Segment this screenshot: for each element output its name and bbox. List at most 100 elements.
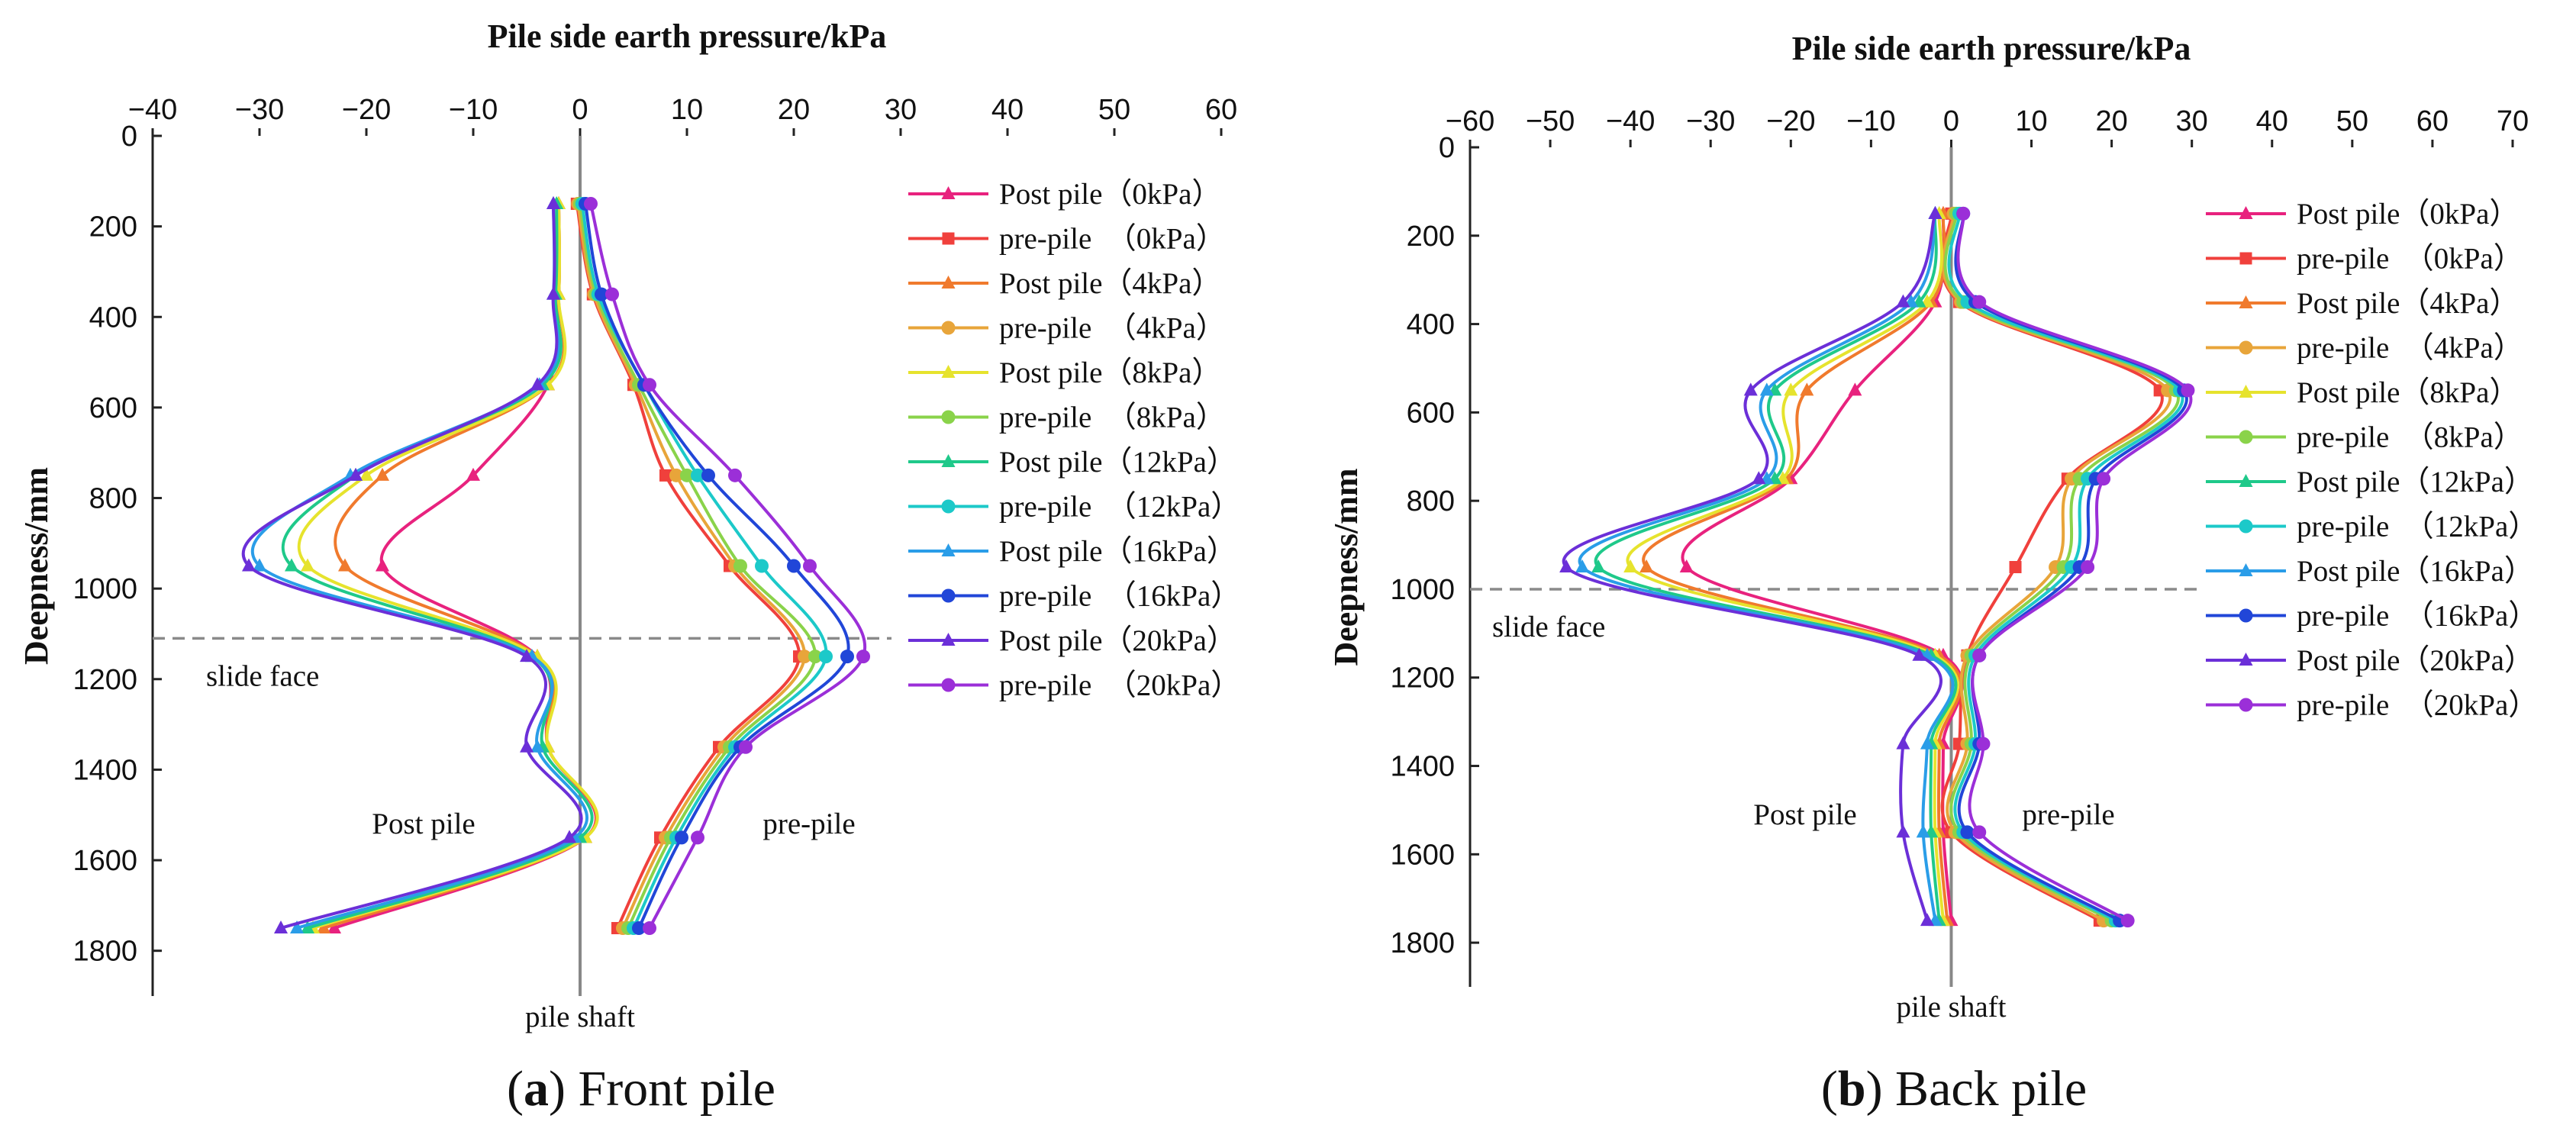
- data-point: [856, 650, 870, 664]
- legend-item: pre-pile （16kPa）: [2206, 600, 2538, 633]
- legend-item: pre-pile （16kPa）: [908, 580, 1240, 613]
- data-point: [819, 650, 833, 664]
- y-tick-label: 1400: [73, 754, 137, 786]
- data-point: [691, 468, 704, 482]
- y-tick-label: 0: [121, 121, 137, 153]
- slide-face-label: slide face: [206, 659, 319, 692]
- data-point: [728, 468, 742, 482]
- x-tick-label: 50: [1098, 94, 1130, 126]
- data-point: [787, 559, 801, 573]
- panel-caption: (a) Front pile: [507, 1061, 775, 1117]
- legend-item: Post pile（16kPa）: [908, 535, 1236, 568]
- legend-label: Post pile（12kPa）: [2297, 466, 2534, 498]
- data-point: [643, 378, 656, 392]
- legend-marker: [941, 276, 956, 289]
- data-point: [1784, 382, 1798, 396]
- legend-marker: [2239, 385, 2253, 398]
- legend-label: Post pile（12kPa）: [999, 446, 1236, 479]
- y-tick-label: 1800: [1390, 927, 1455, 959]
- data-point: [675, 830, 688, 845]
- x-tick-label: −40: [1606, 105, 1655, 137]
- y-axis-title: Deepness/mm: [1327, 468, 1365, 666]
- series: [1956, 206, 2195, 928]
- x-tick-label: 30: [2176, 105, 2208, 137]
- y-tick-label: 600: [1407, 397, 1455, 429]
- legend-marker: [2239, 206, 2253, 219]
- y-tick-label: 1600: [1390, 839, 1455, 871]
- data-point: [530, 739, 544, 753]
- series-group: [241, 195, 870, 936]
- legend-label: pre-pile （20kPa）: [2297, 689, 2538, 722]
- data-point: [798, 650, 811, 664]
- data-point: [2009, 561, 2022, 573]
- data-point: [1896, 736, 1910, 750]
- data-point: [1972, 648, 1987, 662]
- data-point: [546, 195, 560, 209]
- data-point: [701, 468, 715, 482]
- slide-face-label: slide face: [1492, 611, 1605, 643]
- data-point: [643, 921, 656, 936]
- legend-item: pre-pile （20kPa）: [2206, 689, 2538, 722]
- data-point: [1972, 295, 1987, 309]
- data-point: [1800, 382, 1814, 396]
- legend-marker: [942, 232, 955, 245]
- x-tick-label: 20: [778, 94, 810, 126]
- legend-item: pre-pile （8kPa）: [2206, 421, 2523, 454]
- x-tick-label: 60: [1205, 94, 1237, 126]
- legend-marker: [2239, 653, 2253, 666]
- x-tick-label: −50: [1526, 105, 1575, 137]
- data-point: [1623, 559, 1638, 572]
- legend-item: pre-pile （4kPa）: [908, 312, 1226, 345]
- y-tick-label: 1400: [1390, 751, 1455, 783]
- data-point: [338, 558, 352, 572]
- legend-label: Post pile（0kPa）: [999, 178, 1221, 211]
- data-point: [1591, 559, 1606, 572]
- y-tick-label: 400: [89, 301, 137, 334]
- data-point: [1743, 382, 1758, 396]
- legend-item: Post pile（20kPa）: [908, 624, 1236, 657]
- pile-shaft-label: pile shaft: [1896, 991, 2006, 1024]
- data-point: [1972, 825, 1987, 840]
- data-point: [1920, 736, 1934, 750]
- legend-item: Post pile（0kPa）: [2206, 198, 2519, 231]
- series-line: [1562, 213, 1942, 921]
- y-tick-label: 1200: [73, 664, 137, 696]
- y-tick-label: 800: [1407, 485, 1455, 517]
- legend-item: Post pile（16kPa）: [2206, 555, 2534, 588]
- data-point: [520, 739, 534, 753]
- data-point: [520, 649, 534, 662]
- series: [1559, 205, 1942, 927]
- pre-pile-label: pre-pile: [762, 808, 855, 840]
- legend-marker: [941, 410, 956, 424]
- legend-item: Post pile（12kPa）: [2206, 466, 2534, 498]
- data-point: [739, 740, 753, 754]
- legend-label: pre-pile （0kPa）: [2297, 243, 2523, 276]
- x-tick-label: 30: [885, 94, 917, 126]
- data-point: [1960, 825, 1975, 840]
- data-point: [1559, 559, 1574, 572]
- data-point: [376, 558, 389, 572]
- legend-label: Post pile（8kPa）: [2297, 376, 2519, 409]
- legend-marker: [941, 321, 956, 335]
- legend-marker: [2239, 295, 2253, 308]
- data-point: [659, 469, 672, 482]
- legend-marker: [941, 186, 956, 199]
- legend-item: Post pile（20kPa）: [2206, 644, 2534, 677]
- legend-item: pre-pile （4kPa）: [2206, 332, 2523, 365]
- legend-marker: [941, 678, 956, 692]
- data-point: [840, 650, 854, 664]
- data-point: [242, 558, 256, 572]
- data-point: [359, 467, 373, 481]
- legend-item: pre-pile （0kPa）: [908, 223, 1226, 256]
- data-point: [584, 196, 598, 211]
- legend-marker: [2239, 519, 2253, 534]
- data-point: [2081, 560, 2095, 574]
- legend: Post pile（0kPa） pre-pile （0kPa） Post pile（…: [2206, 198, 2538, 722]
- data-point: [632, 921, 646, 936]
- y-tick-label: 1600: [73, 845, 137, 877]
- legend-marker: [941, 543, 956, 556]
- data-point: [290, 920, 304, 934]
- legend-marker: [2239, 340, 2253, 355]
- legend-item: Post pile（8kPa）: [908, 356, 1221, 389]
- data-point: [755, 559, 769, 573]
